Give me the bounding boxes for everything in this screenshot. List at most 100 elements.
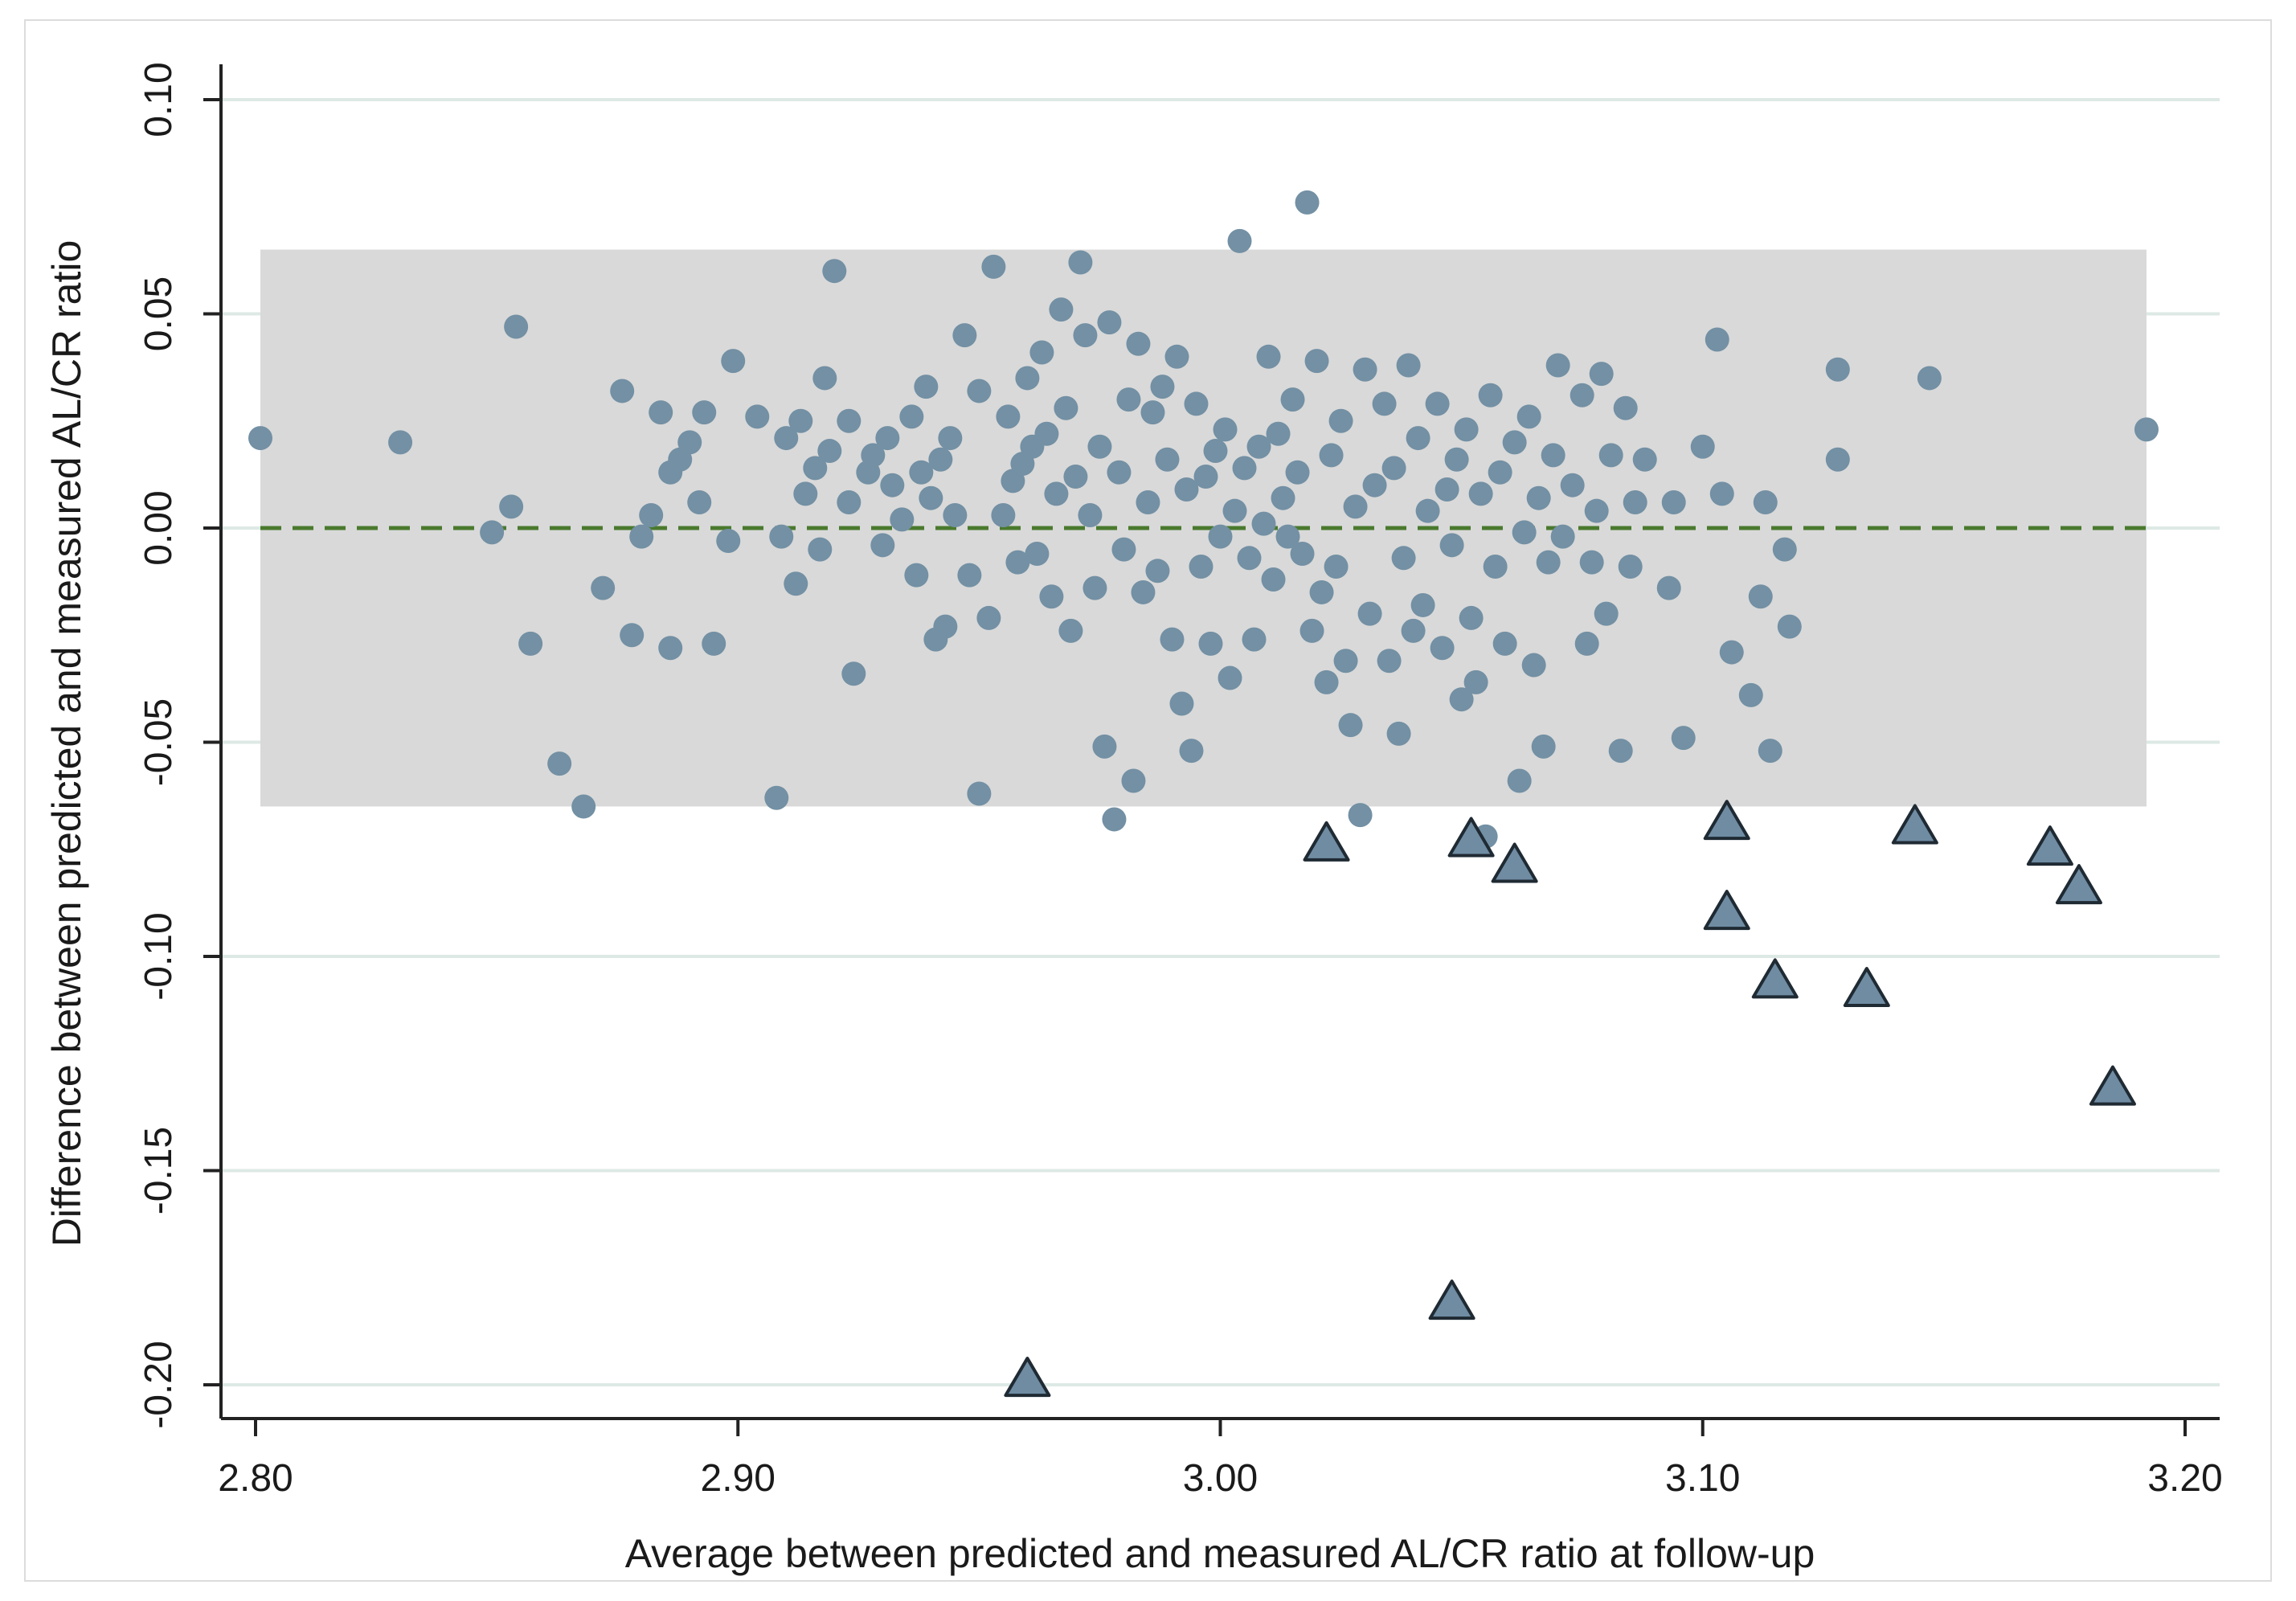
data-point-circle-184 xyxy=(1618,554,1643,579)
data-point-circle-190 xyxy=(1690,434,1715,459)
data-point-circle-20 xyxy=(702,631,726,656)
data-point-circle-8 xyxy=(591,575,616,600)
y-tick-label-1: -0.15 xyxy=(137,1127,180,1214)
data-point-circle-196 xyxy=(1753,490,1778,515)
data-point-circle-61 xyxy=(996,404,1021,429)
data-point-circle-90 xyxy=(1136,490,1160,515)
data-point-circle-165 xyxy=(1512,520,1537,545)
data-point-triangle-2 xyxy=(1428,1280,1475,1321)
y-tick-label-3: -0.05 xyxy=(137,698,180,786)
data-point-circle-1 xyxy=(388,430,413,455)
data-point-circle-159 xyxy=(1478,383,1503,407)
data-point-circle-153 xyxy=(1449,687,1474,712)
data-point-circle-53 xyxy=(943,503,968,528)
data-point-circle-79 xyxy=(1083,575,1107,600)
data-point-circle-112 xyxy=(1242,627,1267,652)
data-point-circle-139 xyxy=(1377,649,1402,674)
data-point-circle-97 xyxy=(1169,691,1194,716)
data-point-circle-164 xyxy=(1507,768,1532,793)
data-point-circle-80 xyxy=(1087,434,1112,459)
data-point-circle-45 xyxy=(904,563,929,588)
data-point-circle-87 xyxy=(1121,768,1146,793)
data-point-triangle-10 xyxy=(2026,825,2073,866)
data-point-circle-197 xyxy=(1758,739,1782,764)
data-point-circle-121 xyxy=(1285,460,1310,485)
data-point-circle-199 xyxy=(1777,614,1802,639)
data-point-circle-100 xyxy=(1184,391,1209,416)
data-point-circle-60 xyxy=(991,503,1016,528)
data-point-circle-128 xyxy=(1319,443,1344,468)
data-point-circle-25 xyxy=(769,524,794,549)
data-point-circle-116 xyxy=(1261,567,1286,592)
data-point-circle-95 xyxy=(1160,627,1185,652)
data-point-circle-85 xyxy=(1111,537,1136,562)
data-point-circle-115 xyxy=(1256,344,1281,369)
data-point-circle-7 xyxy=(571,794,596,819)
data-point-circle-75 xyxy=(1063,465,1088,489)
data-point-circle-126 xyxy=(1309,579,1334,604)
data-point-circle-157 xyxy=(1468,481,1493,506)
data-point-circle-22 xyxy=(721,349,746,374)
data-point-circle-113 xyxy=(1246,434,1271,459)
data-point-triangle-11 xyxy=(2055,864,2102,905)
data-point-circle-189 xyxy=(1671,726,1696,751)
x-axis-title: Average between predicted and measured A… xyxy=(625,1531,1815,1576)
y-axis-title: Difference between predicted and measure… xyxy=(44,240,89,1247)
data-point-circle-198 xyxy=(1772,537,1797,562)
data-point-circle-144 xyxy=(1401,618,1426,643)
data-point-circle-9 xyxy=(610,379,635,403)
data-point-circle-203 xyxy=(2134,417,2159,442)
data-point-triangle-7 xyxy=(1751,958,1799,999)
data-point-circle-35 xyxy=(837,408,862,433)
data-point-circle-122 xyxy=(1290,541,1315,566)
data-point-circle-187 xyxy=(1656,575,1681,600)
data-point-triangle-1 xyxy=(1303,821,1350,862)
x-tick-label-0: 2.80 xyxy=(218,1457,293,1500)
data-point-circle-0 xyxy=(248,426,273,451)
data-point-circle-179 xyxy=(1589,362,1614,387)
data-point-circle-30 xyxy=(803,456,828,481)
data-point-circle-93 xyxy=(1150,375,1175,399)
data-point-circle-150 xyxy=(1434,477,1459,502)
data-point-circle-5 xyxy=(518,631,543,656)
data-point-circle-47 xyxy=(914,375,939,399)
data-point-circle-3 xyxy=(499,494,524,519)
data-point-circle-192 xyxy=(1709,481,1734,506)
data-point-circle-135 xyxy=(1353,357,1377,382)
data-point-circle-167 xyxy=(1521,653,1546,678)
data-point-circle-172 xyxy=(1545,353,1570,378)
data-point-circle-183 xyxy=(1613,395,1638,420)
data-point-circle-40 xyxy=(870,533,895,558)
data-point-circle-39 xyxy=(861,443,886,468)
data-point-circle-48 xyxy=(919,485,943,510)
data-point-circle-106 xyxy=(1213,417,1238,442)
data-point-circle-33 xyxy=(817,439,842,464)
data-point-circle-178 xyxy=(1584,498,1609,523)
data-point-circle-14 xyxy=(658,636,683,661)
data-point-circle-141 xyxy=(1386,721,1411,746)
data-point-circle-191 xyxy=(1705,327,1729,352)
data-point-circle-82 xyxy=(1097,310,1122,335)
y-tick-label-4: 0.00 xyxy=(137,490,180,565)
data-point-triangle-6 xyxy=(1703,890,1750,931)
data-point-circle-101 xyxy=(1189,554,1213,579)
data-point-circle-181 xyxy=(1598,443,1623,468)
data-point-circle-63 xyxy=(1005,550,1030,575)
data-point-circle-109 xyxy=(1227,228,1252,253)
y-tick-label-6: 0.10 xyxy=(137,62,180,137)
data-point-triangle-3 xyxy=(1447,817,1495,858)
data-point-circle-69 xyxy=(1034,421,1059,446)
data-point-circle-125 xyxy=(1304,349,1329,374)
y-tick-label-0: -0.20 xyxy=(137,1341,180,1428)
data-point-triangle-8 xyxy=(1843,967,1890,1008)
data-point-circle-134 xyxy=(1348,803,1373,828)
data-point-circle-102 xyxy=(1193,465,1218,489)
data-point-circle-4 xyxy=(504,314,529,339)
ticks: -0.20 -0.15 -0.10 -0.05 0.00 0.05 0.10 2.80 2.90… xyxy=(137,62,2223,1500)
data-point-circle-43 xyxy=(890,507,915,532)
data-point-circle-98 xyxy=(1174,477,1199,502)
data-point-circle-103 xyxy=(1198,631,1223,656)
data-point-circle-110 xyxy=(1232,456,1257,481)
data-point-circle-88 xyxy=(1126,331,1151,356)
